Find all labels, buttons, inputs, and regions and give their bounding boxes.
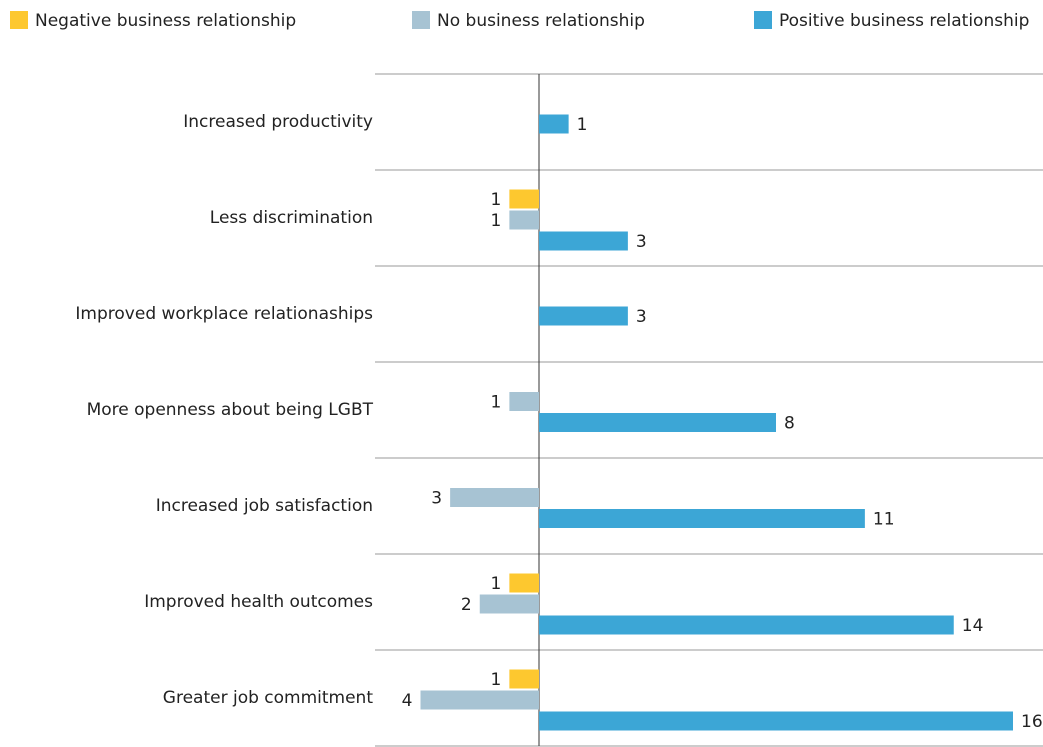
bar — [539, 114, 569, 134]
legend-swatch — [412, 11, 430, 29]
bar — [450, 488, 539, 507]
value-label: 3 — [636, 232, 647, 252]
value-label: 1 — [491, 574, 502, 594]
bar — [479, 594, 539, 614]
value-label: 4 — [402, 691, 413, 711]
value-label: 11 — [873, 510, 895, 530]
bar — [509, 210, 539, 230]
bar — [509, 573, 539, 593]
category-label: Greater job commitment — [163, 688, 374, 708]
value-label: 14 — [962, 616, 984, 636]
legend-swatch — [10, 11, 28, 29]
category-label: Less discrimination — [210, 208, 373, 228]
value-label: 2 — [461, 595, 472, 615]
value-label: 1 — [491, 190, 502, 210]
category-label: Increased job satisfaction — [156, 496, 373, 516]
bar — [420, 690, 539, 710]
bar — [539, 711, 1013, 731]
bar — [539, 615, 954, 635]
value-label: 1 — [491, 211, 502, 231]
category-label: Improved workplace relationaships — [75, 304, 373, 324]
bar — [539, 509, 865, 528]
value-label: 1 — [577, 115, 588, 135]
value-label: 1 — [491, 670, 502, 690]
bar — [539, 306, 628, 326]
legend-swatch — [754, 11, 772, 29]
legend-label: Positive business relationship — [779, 11, 1029, 31]
legend-label: No business relationship — [437, 11, 645, 31]
value-label: 16 — [1021, 712, 1043, 732]
bar — [509, 189, 539, 209]
bar — [539, 231, 628, 251]
category-label: Increased productivity — [183, 112, 373, 132]
bar — [539, 413, 776, 432]
value-label: 8 — [784, 414, 795, 434]
bar — [509, 669, 539, 689]
value-label: 1 — [491, 393, 502, 413]
value-label: 3 — [636, 307, 647, 327]
legend-label: Negative business relationship — [35, 11, 296, 31]
category-label: More openness about being LGBT — [87, 400, 374, 420]
bar — [509, 392, 539, 411]
value-label: 3 — [431, 489, 442, 509]
category-label: Improved health outcomes — [144, 592, 373, 612]
